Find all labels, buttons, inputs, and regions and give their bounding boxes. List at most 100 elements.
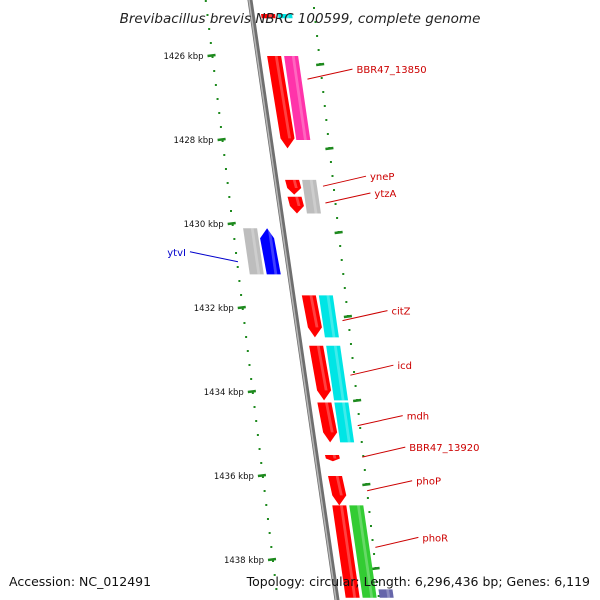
label-leader bbox=[189, 251, 239, 263]
scale-dot bbox=[240, 294, 243, 296]
scale-dot bbox=[325, 119, 328, 121]
scale-dot bbox=[362, 455, 365, 457]
scale-dot bbox=[204, 0, 207, 2]
scale-dot bbox=[250, 378, 253, 380]
scale-dot bbox=[322, 91, 325, 93]
scale-dot bbox=[256, 434, 259, 436]
tick-mark bbox=[247, 389, 256, 394]
gene-feature-shade bbox=[285, 14, 290, 19]
gene-feature bbox=[302, 179, 321, 214]
label-leader bbox=[362, 446, 406, 458]
tick-mark bbox=[257, 473, 267, 478]
tick-label: 1428 kbp bbox=[174, 136, 214, 146]
tick-mark-outer bbox=[325, 146, 334, 151]
scale-dot bbox=[368, 511, 371, 513]
scale-dot bbox=[226, 182, 229, 184]
scale-dot bbox=[241, 308, 244, 310]
scale-dot bbox=[233, 238, 236, 240]
scale-dot bbox=[351, 357, 354, 359]
tick-label: 1432 kbp bbox=[194, 304, 234, 314]
scale-dot bbox=[326, 133, 329, 135]
tick-label: 1436 kbp bbox=[214, 472, 254, 482]
gene-feature bbox=[328, 476, 347, 506]
gene-feature-shade bbox=[292, 179, 298, 188]
tick-mark bbox=[237, 305, 246, 310]
scale-dot bbox=[354, 385, 357, 387]
gene-feature bbox=[309, 345, 332, 401]
accession-text: Accession: NC_012491 bbox=[9, 574, 151, 589]
scale-dot bbox=[371, 539, 374, 541]
scale-dot bbox=[316, 35, 319, 37]
scale-dot bbox=[208, 28, 211, 30]
scale-dot bbox=[245, 336, 248, 338]
scale-dot bbox=[213, 70, 216, 72]
gene-label: ytvI bbox=[167, 248, 186, 259]
gene-label: yneP bbox=[370, 172, 394, 183]
scale-dot bbox=[231, 224, 234, 226]
gene-feature bbox=[287, 196, 304, 214]
tick-mark bbox=[227, 221, 236, 226]
gene-feature bbox=[278, 14, 293, 19]
scale-dot bbox=[246, 350, 249, 352]
scale-dot bbox=[339, 245, 342, 247]
tick-mark bbox=[217, 137, 226, 142]
gene-feature bbox=[332, 505, 360, 598]
tick-label: 1426 kbp bbox=[163, 52, 203, 62]
scale-dot bbox=[334, 203, 337, 205]
gene-feature bbox=[324, 455, 340, 462]
scale-dot bbox=[369, 525, 372, 527]
gene-label: phoR bbox=[422, 533, 448, 544]
label-leader bbox=[375, 536, 419, 548]
gene-label: icd bbox=[397, 361, 412, 372]
scale-dot bbox=[235, 252, 238, 254]
gene-feature-shade bbox=[268, 14, 273, 19]
genome-backbone bbox=[247, 0, 340, 600]
tick-mark-outer bbox=[352, 398, 362, 403]
scale-dot bbox=[331, 175, 334, 177]
scale-dot bbox=[223, 154, 226, 156]
gene-feature-shade bbox=[326, 295, 336, 338]
gene-labels: BBR47_13850 yneP ytzA ytvI citZ icd mdh BBR47_1… bbox=[167, 65, 479, 548]
gene-feature bbox=[318, 295, 339, 338]
scale-dot bbox=[353, 371, 356, 373]
gene-feature bbox=[284, 56, 311, 140]
scale-dot bbox=[272, 560, 274, 562]
label-leader bbox=[350, 364, 394, 376]
scale-dot bbox=[214, 84, 217, 86]
tick-mark bbox=[267, 557, 277, 562]
gene-feature bbox=[243, 228, 264, 275]
label-leader bbox=[357, 415, 403, 427]
tick-label: 1434 kbp bbox=[204, 388, 244, 398]
tick-label: 1438 kbp bbox=[224, 556, 264, 566]
gene-feature-shade bbox=[316, 345, 328, 391]
gene-label: phoP bbox=[416, 477, 441, 488]
gene-features bbox=[243, 14, 394, 598]
tick-mark-outer bbox=[316, 62, 325, 67]
scale-dot bbox=[273, 574, 276, 576]
gene-feature bbox=[334, 402, 355, 443]
scale-dot bbox=[209, 42, 212, 44]
scale-dot bbox=[243, 322, 246, 324]
scale-dot bbox=[216, 98, 219, 100]
scale-dot bbox=[258, 448, 261, 450]
scale-dot bbox=[313, 7, 315, 9]
scale-dot bbox=[357, 413, 360, 415]
backbone-line bbox=[247, 0, 340, 600]
scale-dot bbox=[236, 266, 239, 268]
scale-dot bbox=[363, 469, 366, 471]
label-leader bbox=[367, 480, 413, 492]
scale-dot bbox=[348, 329, 351, 331]
scale-dot bbox=[238, 280, 241, 282]
label-leader bbox=[342, 310, 388, 322]
tick-mark-outer bbox=[343, 314, 353, 319]
scale-dot bbox=[373, 553, 376, 555]
map-title: Brevibacillus brevis NBRC 100599, comple… bbox=[120, 11, 481, 27]
scale-dot bbox=[218, 112, 221, 114]
scale-dot bbox=[320, 77, 323, 79]
gene-feature bbox=[261, 14, 276, 19]
scale-dot bbox=[360, 441, 363, 443]
tick-mark-outer bbox=[371, 566, 380, 571]
scale-dot bbox=[251, 392, 254, 394]
scale-dot bbox=[342, 273, 345, 275]
